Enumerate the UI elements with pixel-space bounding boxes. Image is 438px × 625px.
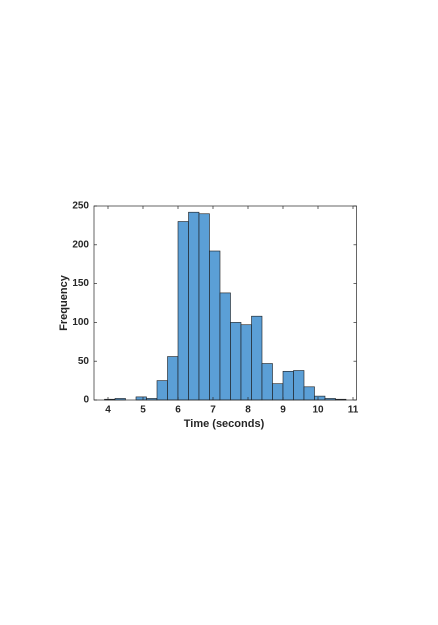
axes-box <box>93 205 357 401</box>
bar <box>167 356 179 401</box>
bar <box>209 250 221 401</box>
y-tick-label: 150 <box>72 278 89 289</box>
bar <box>198 213 210 401</box>
x-tick-label: 8 <box>245 405 251 416</box>
bar <box>135 396 147 401</box>
bar <box>303 386 315 401</box>
x-tick-label: 9 <box>280 405 286 416</box>
y-tick-label: 200 <box>72 239 89 250</box>
x-tick-label: 10 <box>312 405 324 416</box>
bar <box>188 211 200 401</box>
bar <box>177 221 189 401</box>
x-tick-label: 7 <box>210 405 216 416</box>
y-tick-label: 50 <box>78 356 90 367</box>
bar <box>272 383 284 401</box>
y-tick-label: 100 <box>72 317 89 328</box>
bar <box>282 370 294 401</box>
x-tick-label: 5 <box>140 405 146 416</box>
bar <box>230 322 242 401</box>
bar <box>219 292 231 401</box>
x-tick-label: 11 <box>348 405 359 416</box>
y-tick-label: 0 <box>83 395 89 406</box>
y-axis-label: Frequency <box>58 274 70 331</box>
bar <box>251 315 263 401</box>
x-axis-label: Time (seconds) <box>184 418 265 430</box>
x-tick-label: 4 <box>105 405 111 416</box>
y-tick-label: 250 <box>72 201 89 212</box>
bar <box>156 380 168 401</box>
bar <box>293 370 305 401</box>
bar <box>240 324 252 401</box>
bar <box>261 363 273 401</box>
x-tick-label: 6 <box>175 405 181 416</box>
bar <box>314 395 326 401</box>
